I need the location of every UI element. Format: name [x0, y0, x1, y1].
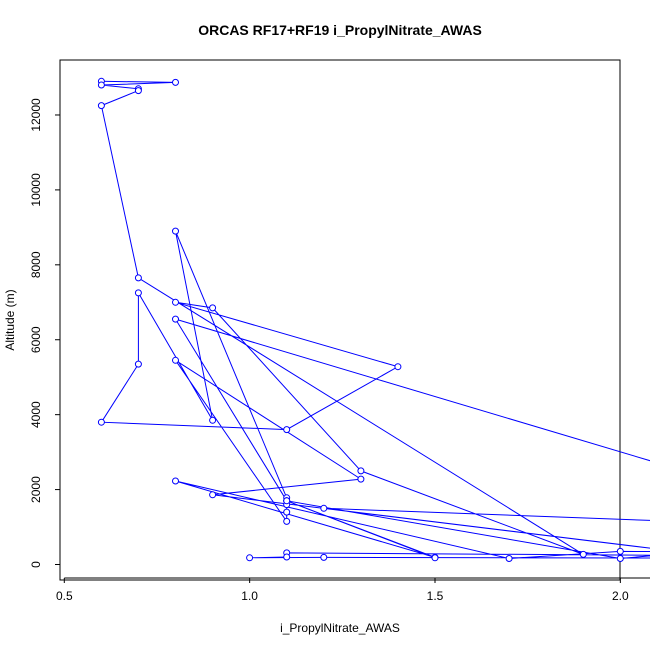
x-tick-label: 1.0 — [241, 589, 258, 603]
data-point — [134, 87, 142, 95]
data-point — [283, 517, 291, 525]
data-point — [431, 554, 439, 562]
data-point — [209, 304, 217, 312]
data-point — [283, 508, 291, 516]
y-axis-label: Altitude (m) — [3, 289, 17, 350]
data-point — [209, 416, 217, 424]
data-point — [320, 553, 328, 561]
data-point — [97, 418, 105, 426]
data-point — [97, 102, 105, 110]
x-tick-label: 2.0 — [612, 589, 629, 603]
data-point — [134, 289, 142, 297]
data-point — [172, 356, 179, 364]
data-point — [357, 475, 365, 483]
series-line — [100, 80, 650, 560]
y-tick-label: 2000 — [29, 476, 43, 503]
y-axis: 0 2000 4000 6000 8000 10000 12000 — [29, 98, 61, 568]
data-point — [134, 360, 142, 368]
y-tick-label: 8000 — [29, 251, 43, 278]
data-series — [97, 77, 650, 562]
x-axis: 0.51.01.52.02.53.03.5 — [56, 577, 650, 603]
x-axis-label: i_PropylNitrate_AWAS — [280, 621, 400, 635]
data-point — [134, 274, 142, 282]
chart-title: ORCAS RF17+RF19 i_PropylNitrate_AWAS — [198, 22, 482, 38]
data-point — [172, 477, 179, 485]
data-point — [283, 497, 291, 505]
data-point — [357, 467, 365, 475]
data-point — [505, 555, 513, 562]
y-tick-label: 6000 — [29, 326, 43, 353]
y-tick-label: 10000 — [29, 173, 43, 207]
data-point — [246, 554, 254, 562]
data-point — [616, 555, 624, 562]
x-tick-label: 0.5 — [56, 589, 73, 603]
y-tick-label: 0 — [29, 561, 43, 568]
y-tick-label: 4000 — [29, 401, 43, 428]
data-point — [616, 547, 624, 555]
data-point — [172, 298, 179, 306]
data-point — [172, 227, 179, 235]
data-point — [209, 491, 217, 499]
data-point — [283, 426, 291, 434]
y-tick-label: 12000 — [29, 98, 43, 132]
x-tick-label: 1.5 — [427, 589, 444, 603]
data-point — [394, 363, 402, 371]
data-point — [579, 550, 587, 558]
data-point — [320, 504, 328, 512]
data-point — [172, 78, 179, 86]
data-point — [97, 81, 105, 89]
plot-frame — [59, 59, 621, 581]
data-point — [172, 315, 179, 323]
data-point — [283, 553, 291, 561]
